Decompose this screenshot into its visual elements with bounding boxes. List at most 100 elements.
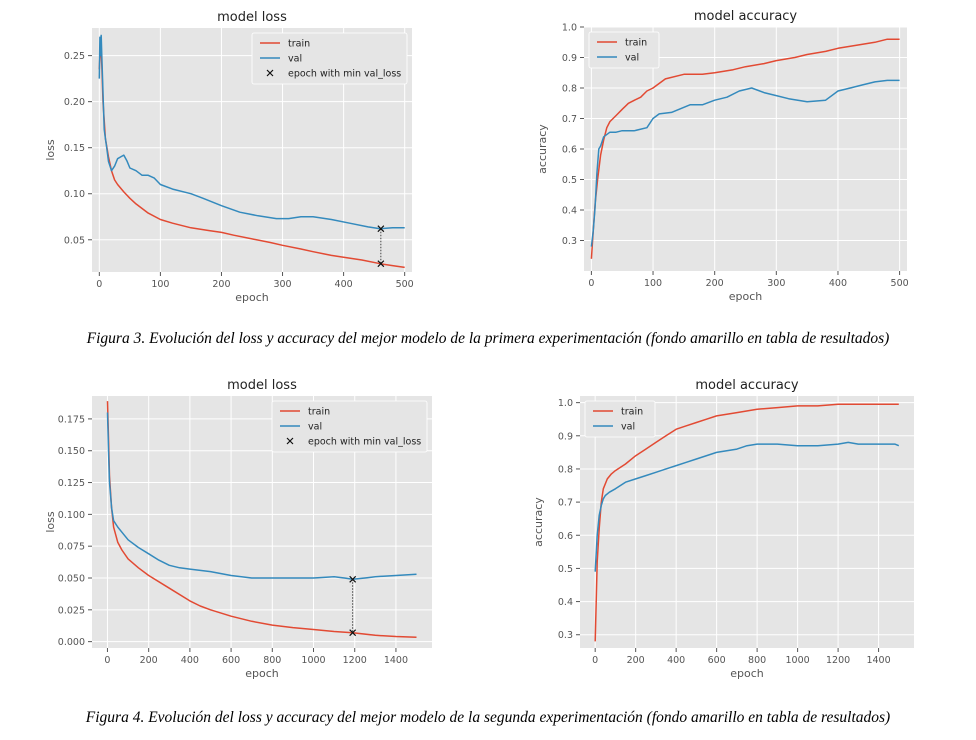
y-tick-label: 0.7 [562, 114, 577, 125]
y-tick-label: 1.0 [558, 398, 573, 409]
y-axis-label: accuracy [536, 124, 549, 174]
y-tick-label: 0.175 [58, 414, 85, 425]
y-tick-label: 0.075 [58, 542, 85, 553]
min-val-loss-marker [377, 225, 385, 233]
x-axis-label: epoch [235, 291, 269, 304]
chart-title: model loss [217, 10, 287, 25]
y-tick-label: 0.150 [58, 446, 85, 457]
x-tick-label: 200 [627, 655, 645, 666]
legend-label: val [621, 422, 635, 433]
series-line-train [106, 401, 417, 638]
x-tick-label: 800 [263, 655, 281, 666]
series-line-val [594, 441, 900, 572]
legend-label: train [288, 39, 310, 50]
y-tick-label: 0.3 [562, 236, 577, 247]
y-tick-label: 0.6 [562, 145, 577, 156]
min-val-loss-marker [377, 260, 385, 268]
x-tick-label: 600 [222, 655, 240, 666]
legend-box [584, 400, 656, 438]
y-tick-label: 1.0 [562, 23, 577, 34]
legend-swatch-marker [266, 69, 274, 77]
y-tick-label: 0.000 [58, 637, 85, 648]
x-tick-label: 1400 [866, 655, 890, 666]
x-tick-label: 400 [181, 655, 199, 666]
x-axis-label: epoch [729, 290, 763, 303]
series-line-val [590, 79, 900, 247]
y-tick-label: 0.10 [64, 189, 85, 200]
x-tick-label: 1200 [826, 655, 850, 666]
x-axis-label: epoch [245, 667, 279, 680]
legend-label: val [625, 53, 639, 64]
legend-label: train [621, 407, 643, 418]
min-val-loss-marker [349, 629, 357, 637]
legend-swatch-marker [286, 437, 294, 445]
chart-title: model loss [227, 378, 297, 393]
legend-label: epoch with min val_loss [288, 69, 401, 80]
y-tick-label: 0.05 [64, 235, 85, 246]
y-tick-label: 0.025 [58, 605, 85, 616]
x-tick-label: 300 [273, 279, 291, 290]
y-axis-label: loss [44, 139, 57, 161]
x-tick-label: 300 [767, 278, 785, 289]
x-axis-label: epoch [730, 667, 764, 680]
legend-box [588, 31, 660, 69]
x-tick-label: 1200 [343, 655, 367, 666]
legend-box [251, 32, 408, 85]
series-line-val [106, 412, 417, 581]
legend-label: epoch with min val_loss [308, 437, 421, 448]
x-tick-label: 200 [140, 655, 158, 666]
min-val-loss-marker [349, 575, 357, 583]
x-tick-label: 800 [748, 655, 766, 666]
legend-label: val [308, 422, 322, 433]
series-line-train [594, 403, 899, 642]
x-tick-label: 0 [592, 655, 598, 666]
y-tick-label: 0.8 [558, 464, 573, 475]
y-tick-label: 0.8 [562, 84, 577, 95]
x-tick-label: 500 [891, 278, 909, 289]
legend-label: train [625, 38, 647, 49]
y-tick-label: 0.6 [558, 531, 573, 542]
series-line-val [98, 34, 405, 230]
x-tick-label: 200 [706, 278, 724, 289]
y-tick-label: 0.4 [562, 206, 577, 217]
y-tick-label: 0.050 [58, 574, 85, 585]
chart-title: model accuracy [695, 378, 799, 393]
y-tick-label: 0.100 [58, 510, 85, 521]
y-tick-label: 0.15 [64, 143, 85, 154]
legend-label: val [288, 54, 302, 65]
y-tick-label: 0.4 [558, 597, 573, 608]
figure-caption-4: Figura 4. Evolución del loss y accuracy … [85, 709, 891, 726]
legend-box [271, 400, 428, 453]
y-tick-label: 0.20 [64, 97, 85, 108]
y-tick-label: 0.5 [558, 564, 573, 575]
x-tick-label: 1000 [301, 655, 325, 666]
x-tick-label: 0 [588, 278, 594, 289]
x-tick-label: 100 [151, 279, 169, 290]
y-tick-label: 0.5 [562, 175, 577, 186]
x-tick-label: 400 [335, 279, 353, 290]
figure-caption-3: Figura 3. Evolución del loss y accuracy … [86, 330, 890, 347]
y-axis-label: loss [44, 511, 57, 533]
x-tick-label: 0 [104, 655, 110, 666]
legend-label: train [308, 407, 330, 418]
y-tick-label: 0.9 [558, 431, 573, 442]
chart-title: model accuracy [694, 9, 798, 24]
x-tick-label: 100 [644, 278, 662, 289]
x-tick-label: 400 [829, 278, 847, 289]
x-tick-label: 600 [708, 655, 726, 666]
y-tick-label: 0.25 [64, 51, 85, 62]
x-tick-label: 400 [667, 655, 685, 666]
x-tick-label: 1000 [786, 655, 810, 666]
series-line-train [590, 38, 900, 259]
x-tick-label: 500 [396, 279, 414, 290]
y-tick-label: 0.7 [558, 498, 573, 509]
y-tick-label: 0.3 [558, 630, 573, 641]
x-tick-label: 200 [212, 279, 230, 290]
y-axis-label: accuracy [532, 497, 545, 547]
x-tick-label: 1400 [384, 655, 408, 666]
x-tick-label: 0 [96, 279, 102, 290]
